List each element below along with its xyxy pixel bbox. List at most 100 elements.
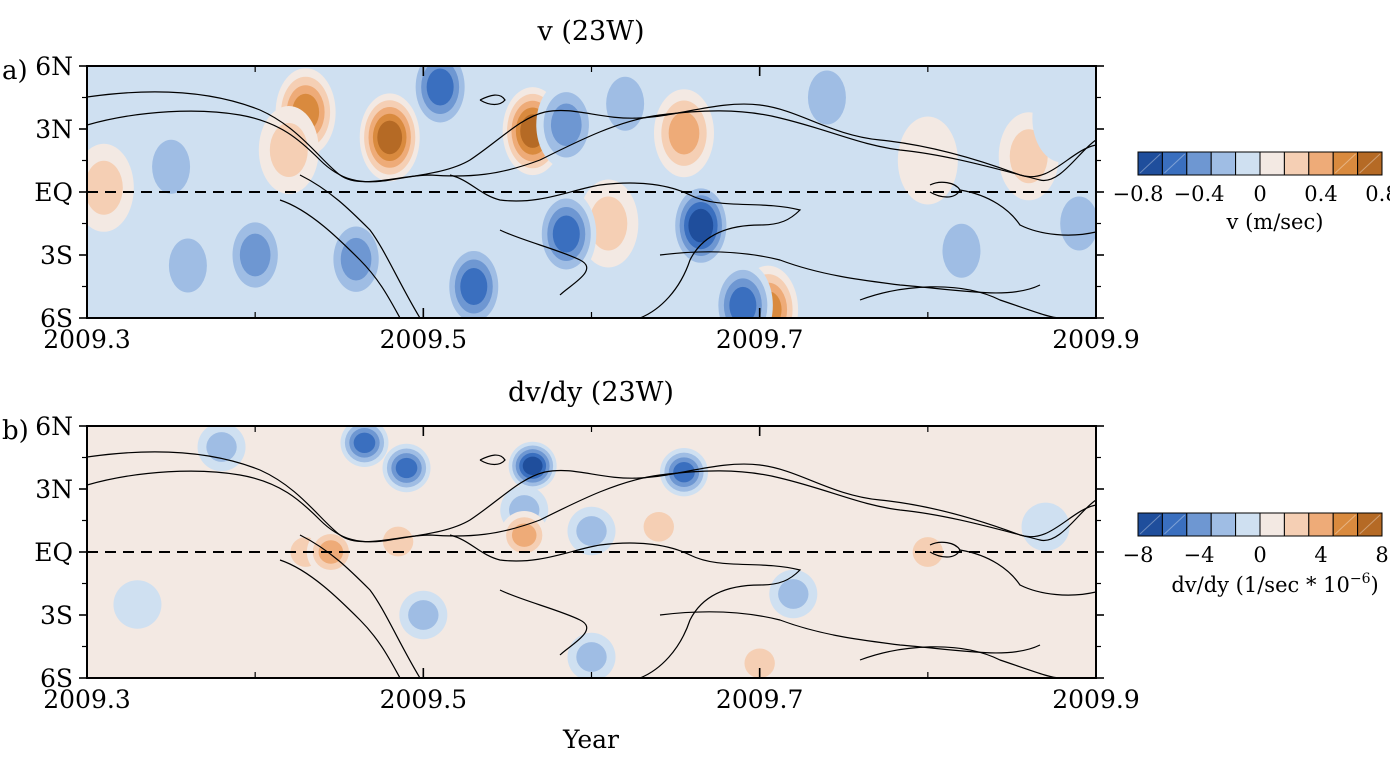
field-blob — [552, 215, 580, 253]
field-blob — [340, 237, 372, 281]
contour-line — [859, 286, 1061, 318]
y-tick-label: EQ — [34, 178, 73, 207]
panel-b-title: dv/dy (23W) — [508, 377, 674, 408]
colorbar-tick-label: −4 — [1184, 543, 1215, 567]
colorbar-a-label: v (m/sec) — [1226, 210, 1324, 234]
panel-a-title: v (23W) — [536, 16, 644, 47]
contour-line — [87, 463, 1096, 543]
field-blob — [668, 111, 700, 155]
field-blob — [1032, 74, 1093, 163]
panel-b-axes: 2009.3 2009.5 2009.7 2009.9 6N 3N EQ 3S 6S — [34, 412, 1139, 714]
field-blob — [460, 268, 488, 305]
colorbar-swatch — [1259, 151, 1285, 176]
contour-line — [279, 559, 401, 678]
x-tick-label: 2009.7 — [716, 325, 803, 354]
colorbar-swatch — [1308, 151, 1334, 176]
field-blob — [576, 516, 607, 546]
field-blob — [744, 648, 775, 678]
field-blob — [511, 523, 537, 547]
colorbar-swatch — [1235, 151, 1261, 176]
x-tick-label: 2009.9 — [1052, 325, 1139, 354]
field-blob — [168, 238, 207, 293]
x-tick-label: 2009.5 — [380, 325, 467, 354]
colorbar-hatch — [1139, 153, 1161, 174]
x-tick-label: 2009.5 — [380, 685, 467, 714]
field-blob — [353, 432, 376, 453]
panel-a-label: a) — [2, 56, 28, 86]
colorbar-hatch — [1139, 514, 1161, 535]
colorbar-hatch — [1334, 153, 1356, 174]
field-blob — [942, 223, 981, 278]
field-blob — [239, 233, 271, 277]
y-tick-label: 3S — [40, 601, 73, 630]
colorbar-hatch — [1164, 153, 1186, 174]
panel-b-label: b) — [2, 416, 29, 446]
x-tick-label: 2009.3 — [43, 325, 130, 354]
colorbar-hatch — [1359, 153, 1381, 174]
field-blob — [522, 456, 543, 476]
colorbar-b-label-main: dv/dy (1/sec * 10 — [1171, 573, 1350, 597]
field-blob — [408, 600, 439, 630]
contour-line — [659, 251, 1041, 294]
colorbar-swatch — [1259, 512, 1285, 537]
contour-line — [87, 91, 1096, 183]
field-blob — [1060, 196, 1096, 251]
panel-a-axes: 2009.3 2009.5 2009.7 2009.9 6N 3N EQ 3S 6S — [34, 52, 1139, 354]
colorbar-b-label-exponent: −6 — [1350, 571, 1371, 587]
colorbar-tick-label: −0.4 — [1174, 182, 1225, 206]
field-blob — [377, 120, 403, 155]
colorbar-b-label: dv/dy (1/sec * 10−6) — [1171, 571, 1378, 597]
colorbar-swatch — [1283, 151, 1310, 176]
contour-line — [449, 174, 802, 318]
contour-line — [449, 534, 802, 678]
colorbar-tick-label: 8 — [1375, 543, 1388, 567]
colorbar-swatch — [1283, 512, 1310, 537]
contour-line — [499, 589, 588, 656]
y-tick-label: 3N — [35, 115, 73, 144]
contour-line — [959, 189, 1096, 236]
colorbar-hatch — [1359, 514, 1381, 535]
field-blob — [688, 208, 714, 243]
field-blob — [382, 526, 414, 557]
colorbar-tick-label: 0.8 — [1365, 182, 1390, 206]
colorbar-hatch — [1334, 514, 1356, 535]
panel-a-field — [87, 66, 1096, 318]
y-tick-label: 6S — [40, 664, 73, 693]
contour-line — [959, 549, 1096, 596]
x-tick-label: 2009.9 — [1052, 685, 1139, 714]
contour-line — [499, 229, 588, 296]
field-blob — [87, 160, 123, 215]
colorbar-b: dv/dy (1/sec * 10−6) −8 −4 0 4 8 — [1123, 512, 1389, 597]
y-tick-label: EQ — [34, 538, 73, 567]
field-blob — [395, 457, 418, 479]
field-blob — [550, 103, 582, 147]
x-tick-label: 2009.7 — [716, 685, 803, 714]
contour-line — [279, 199, 401, 318]
colorbar-swatch — [1235, 512, 1261, 537]
contour-line — [87, 103, 1096, 183]
colorbar-tick-label: 0 — [1253, 543, 1266, 567]
field-blob — [1021, 502, 1070, 551]
contour-line — [859, 646, 1061, 678]
panel-a-contours — [87, 91, 1096, 318]
x-axis-label: Year — [562, 725, 619, 754]
contour-line — [479, 454, 506, 466]
field-blob — [576, 642, 607, 672]
contour-line — [479, 94, 506, 106]
colorbar-swatch — [1357, 151, 1383, 176]
colorbar-swatch — [1186, 512, 1212, 537]
colorbar-b-label-suffix: ) — [1370, 573, 1378, 597]
field-blob — [643, 511, 674, 542]
colorbar-a: v (m/sec) −0.8 −0.4 0 0.4 0.8 — [1113, 151, 1390, 234]
panel-b: dv/dy (23W) b) 2009.3 2009.5 2009.7 2009.9 6… — [2, 377, 1140, 754]
colorbar-tick-label: 4 — [1314, 543, 1327, 567]
field-blob — [912, 537, 944, 567]
field-blob — [152, 139, 191, 194]
field-blob — [113, 580, 162, 629]
colorbar-swatch — [1357, 512, 1383, 537]
field-blob — [778, 579, 809, 609]
field-blob — [589, 196, 628, 251]
field-blob — [807, 70, 846, 125]
contour-line — [87, 451, 1096, 543]
